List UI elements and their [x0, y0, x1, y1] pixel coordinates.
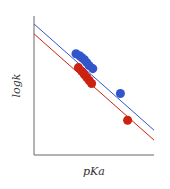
svg-text:pKa: pKa: [83, 165, 105, 178]
svg-text:logk: logk: [10, 73, 23, 97]
